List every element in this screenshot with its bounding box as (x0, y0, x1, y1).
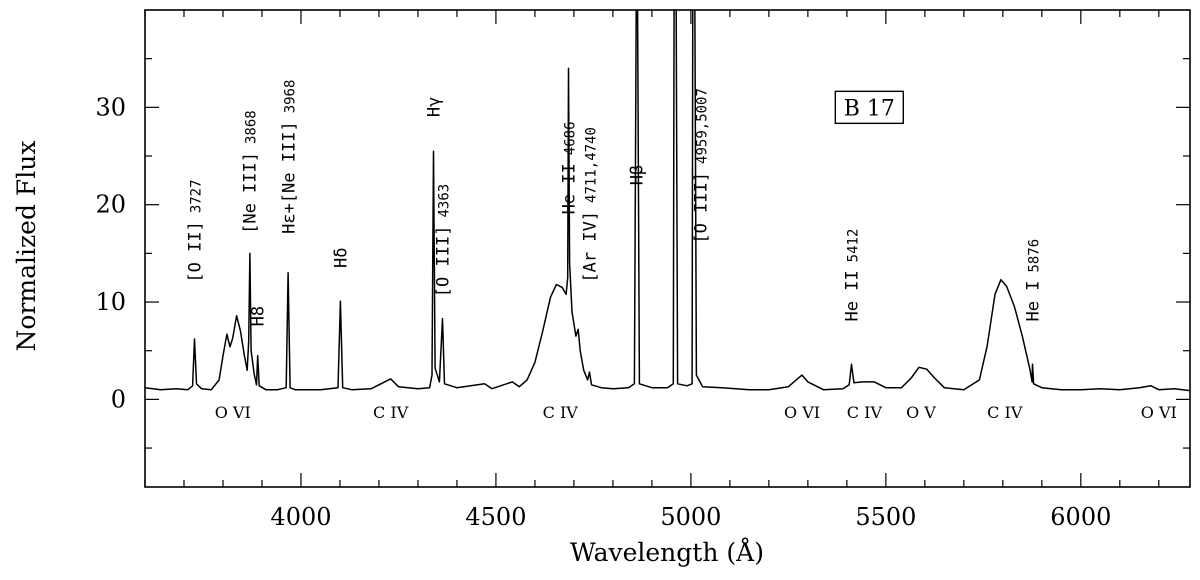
emission-line-ion: He II (843, 270, 863, 321)
emission-line-label: [O III] 4363 (434, 184, 454, 297)
emission-line-ion: Hε+[Ne III] (280, 121, 300, 234)
emission-line-wavelength: 4711,4740 (584, 127, 600, 203)
emission-line-ion: [O III] (691, 172, 711, 244)
emission-line-label: [Ne III] 3868 (241, 110, 261, 234)
emission-line-ion: He I (1024, 281, 1044, 322)
emission-line-label: [O III] 4959,5007 (691, 88, 711, 244)
emission-line-label: Hβ (628, 165, 648, 185)
feature-label: O VI (215, 403, 251, 422)
emission-line-wavelength: 5876 (1027, 239, 1043, 273)
x-axis-label: Wavelength (Å) (570, 537, 764, 567)
emission-line-ion: [Ar IV] (581, 211, 601, 283)
x-tick-label: 5000 (660, 503, 721, 531)
emission-line-ion: Hδ (331, 248, 351, 268)
emission-line-label: Hγ (425, 97, 445, 117)
emission-line-ion: He II (560, 163, 580, 214)
feature-label: C IV (987, 403, 1023, 422)
emission-line-label: He II 4686 (560, 121, 580, 214)
y-tick-label: 30 (95, 93, 126, 121)
emission-line-ion: Hβ (628, 165, 648, 185)
emission-line-label: H8 (249, 306, 269, 326)
object-label-box (834, 90, 905, 125)
y-tick-label: 10 (95, 288, 126, 316)
y-tick-label: 20 (95, 191, 126, 219)
emission-line-wavelength: 4686 (563, 121, 579, 155)
emission-line-wavelength: 3868 (244, 110, 260, 144)
x-tick-label: 4500 (465, 503, 526, 531)
emission-line-ion: Hγ (425, 97, 445, 117)
feature-label: C IV (847, 403, 883, 422)
spectrum-line (145, 10, 1190, 392)
y-tick-label: 0 (111, 385, 126, 413)
feature-label: O VI (1141, 403, 1177, 422)
emission-line-ion: [O II] (186, 221, 206, 282)
emission-line-ion: [O III] (434, 226, 454, 298)
emission-line-ion: [Ne III] (241, 152, 261, 234)
emission-line-label: [Ar IV] 4711,4740 (581, 127, 601, 283)
emission-line-wavelength: 4959,5007 (694, 88, 710, 164)
emission-line-label: He II 5412 (843, 229, 863, 322)
feature-label: O V (906, 403, 936, 422)
emission-line-wavelength: 3727 (189, 179, 205, 213)
x-tick-label: 4000 (270, 503, 331, 531)
x-tick-label: 6000 (1050, 503, 1111, 531)
emission-line-wavelength: 3968 (283, 80, 299, 114)
plot-area: 4000 4500 5000 5500 6000 0 10 20 30 B 17 [O II] 372… (95, 9, 1191, 531)
feature-label: C IV (543, 403, 579, 422)
emission-line-ion: H8 (249, 306, 269, 326)
object-label: B 17 (844, 96, 895, 121)
emission-line-label: He I 5876 (1024, 239, 1044, 322)
emission-line-label: Hδ (331, 248, 351, 268)
x-tick-label: 5500 (855, 503, 916, 531)
plot-frame (144, 9, 1191, 488)
y-axis-label: Normalized Flux (12, 141, 41, 352)
emission-line-label: Hε+[Ne III] 3968 (280, 80, 300, 234)
feature-label: O VI (784, 403, 820, 422)
feature-label: C IV (373, 403, 409, 422)
emission-line-wavelength: 5412 (846, 229, 862, 263)
emission-line-label: [O II] 3727 (186, 179, 206, 282)
emission-line-wavelength: 4363 (437, 184, 453, 218)
